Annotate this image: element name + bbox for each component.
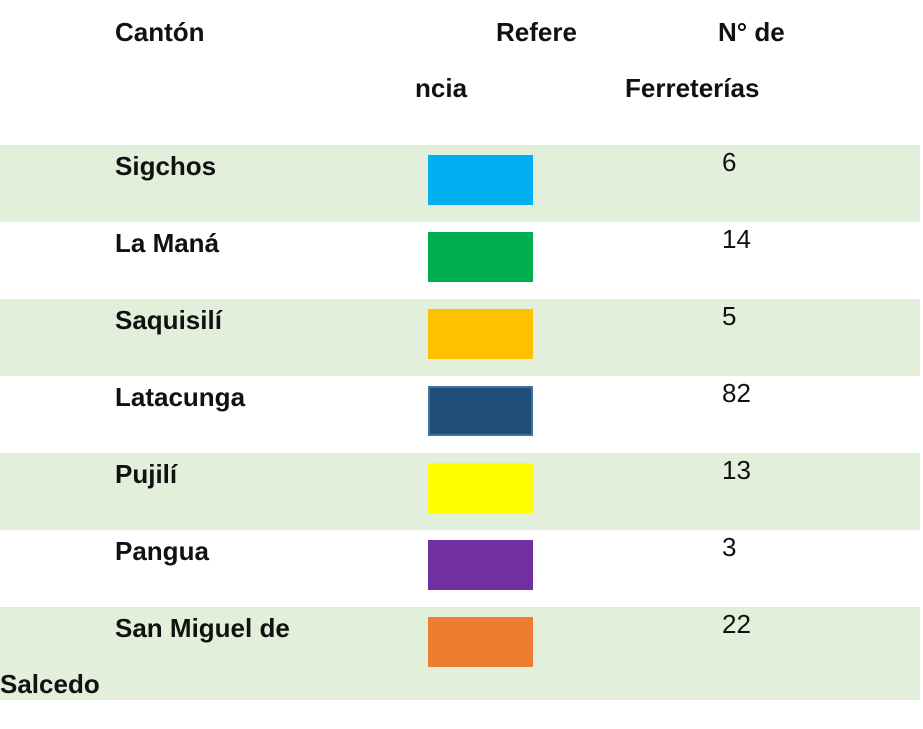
header-cell: ncia: [415, 73, 468, 103]
color-swatch: [428, 309, 533, 359]
canton-name: La Maná: [115, 228, 220, 258]
count: 22: [722, 609, 751, 639]
color-swatch: [428, 155, 533, 205]
count: 14: [722, 224, 751, 254]
canton-name: Sigchos: [115, 151, 217, 181]
count: 13: [722, 455, 751, 485]
count: 82: [722, 378, 751, 408]
header-cell: Cantón: [115, 17, 205, 47]
color-swatch: [428, 617, 533, 667]
color-swatch: [428, 386, 533, 436]
header-cell: N° de: [718, 17, 785, 47]
canton-name: Saquisilí: [115, 305, 222, 335]
count: 6: [722, 147, 737, 177]
canton-name: Pangua: [115, 536, 209, 566]
color-swatch: [428, 540, 533, 590]
header-cell: Refere: [496, 17, 577, 47]
count: 3: [722, 532, 737, 562]
header-cell: Ferreterías: [625, 73, 760, 103]
canton-name: Pujilí: [115, 459, 178, 489]
color-swatch: [428, 463, 533, 513]
canton-name: San Miguel de: [115, 613, 290, 643]
canton-name: Salcedo: [0, 669, 100, 699]
color-swatch: [428, 232, 533, 282]
count: 5: [722, 301, 737, 331]
canton-name: Latacunga: [115, 382, 246, 412]
